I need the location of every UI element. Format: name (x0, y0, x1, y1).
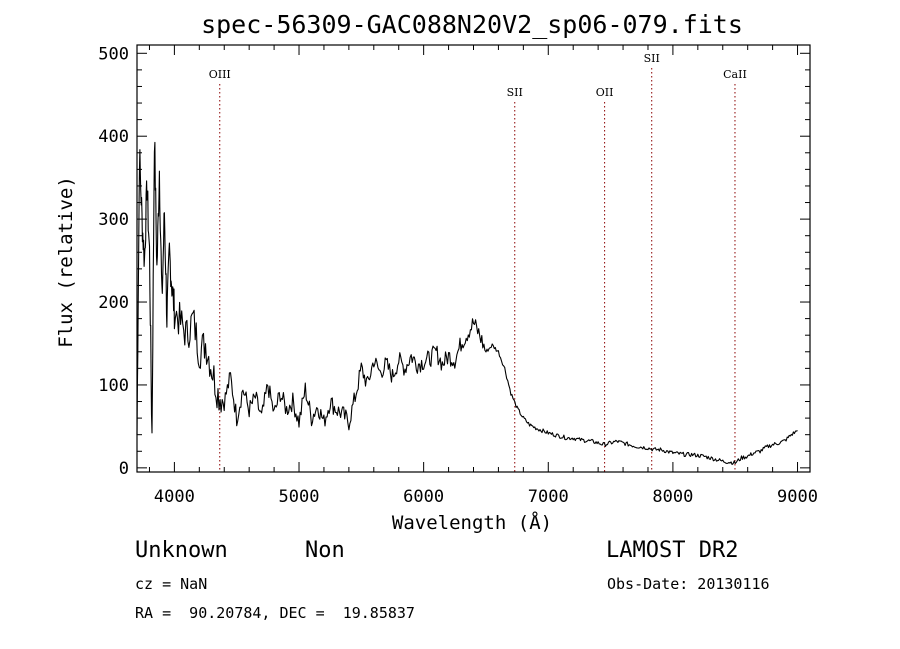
x-tick-label: 9000 (777, 487, 818, 507)
classification-label: Unknown (135, 538, 228, 563)
x-tick-label: 5000 (279, 487, 320, 507)
coordinates-label: RA = 90.20784, DEC = 19.85837 (135, 604, 415, 622)
marker-label: CaII (723, 68, 747, 81)
subclass-label: Non (305, 538, 345, 563)
marker-label: SII (644, 52, 660, 65)
y-tick-label: 400 (98, 127, 129, 147)
marker-label: OII (596, 86, 614, 99)
y-tick-label: 0 (119, 459, 129, 479)
survey-label: LAMOST DR2 (606, 538, 739, 563)
x-axis-label: Wavelength (Å) (392, 511, 552, 534)
y-tick-label: 500 (98, 44, 129, 64)
marker-lines: OIII SII OII SII CaII (209, 52, 747, 472)
x-tick-label: 4000 (154, 487, 195, 507)
marker-label: OIII (209, 68, 231, 81)
x-tick-label: 6000 (403, 487, 444, 507)
x-tick-label: 7000 (528, 487, 569, 507)
x-axis: 4000 5000 6000 7000 8000 9000 (148, 45, 818, 507)
chart-title: spec-56309-GAC088N20V2_sp06-079.fits (201, 10, 743, 39)
y-tick-label: 300 (98, 210, 129, 230)
obs-date-label: Obs-Date: 20130116 (607, 575, 770, 593)
y-axis: 0 100 200 300 400 500 (98, 44, 810, 479)
plot-frame (136, 44, 811, 473)
marker-label: SII (507, 86, 523, 99)
y-tick-label: 100 (98, 376, 129, 396)
x-tick-label: 8000 (652, 487, 693, 507)
y-axis-label: Flux (relative) (55, 176, 77, 348)
spectrum-line (136, 141, 798, 466)
y-tick-label: 200 (98, 293, 129, 313)
redshift-label: cz = NaN (135, 575, 208, 593)
